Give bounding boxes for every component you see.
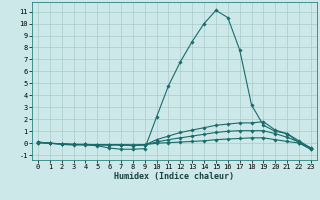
X-axis label: Humidex (Indice chaleur): Humidex (Indice chaleur) xyxy=(115,172,234,181)
